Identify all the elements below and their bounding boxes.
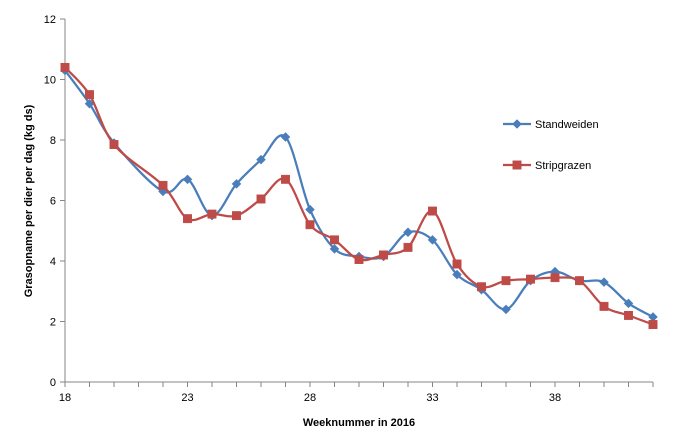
series-standweiden xyxy=(60,65,658,322)
series-line-stripgrazen xyxy=(64,66,654,326)
data-point-standweiden xyxy=(403,227,413,238)
data-point-stripgrazen xyxy=(526,274,535,284)
series-layer xyxy=(60,62,658,329)
data-point-stripgrazen xyxy=(599,301,609,311)
y-tick-label: 8 xyxy=(50,135,56,147)
data-point-stripgrazen xyxy=(256,194,266,204)
data-point-standweiden xyxy=(599,277,609,288)
data-point-stripgrazen xyxy=(354,255,364,264)
data-point-stripgrazen xyxy=(85,90,94,100)
data-point-standweiden xyxy=(427,234,438,245)
y-tick-label: 10 xyxy=(44,75,56,87)
x-axis-title: Weeknummer in 2016 xyxy=(303,417,415,429)
series-line-standweiden xyxy=(64,69,654,318)
data-point-standweiden xyxy=(305,204,315,215)
data-point-stripgrazen xyxy=(403,242,413,252)
y-tick-label: 0 xyxy=(50,377,56,389)
legend-label-stripgrazen: Stripgrazen xyxy=(535,160,591,172)
data-point-standweiden xyxy=(623,298,634,309)
series-stripgrazen xyxy=(60,62,658,329)
data-point-stripgrazen xyxy=(624,311,633,320)
y-tick-label: 4 xyxy=(50,256,56,268)
legend-marker-standweiden xyxy=(512,119,522,129)
data-point-stripgrazen xyxy=(330,235,339,245)
legend: Standweiden Stripgrazen xyxy=(503,119,599,172)
data-point-stripgrazen xyxy=(575,276,584,286)
data-point-standweiden xyxy=(256,154,266,165)
data-point-stripgrazen xyxy=(477,282,486,292)
legend-entry-standweiden: Standweiden xyxy=(503,119,599,131)
data-point-standweiden xyxy=(452,269,462,280)
axes: 0 2 4 6 8 10 12 18 23 28 33 38 xyxy=(44,14,654,404)
data-point-stripgrazen xyxy=(648,320,658,329)
legend-entry-stripgrazen: Stripgrazen xyxy=(503,160,591,172)
x-tick-label: 33 xyxy=(426,392,438,404)
data-point-standweiden xyxy=(329,244,340,254)
y-axis-title: Grasopname per dier per dag (kg ds) xyxy=(23,104,35,297)
y-tick-label: 2 xyxy=(50,317,56,329)
data-point-standweiden xyxy=(231,179,242,189)
x-tick-label: 23 xyxy=(181,392,193,404)
y-tick-label: 6 xyxy=(50,196,56,208)
data-point-stripgrazen xyxy=(109,140,119,149)
data-point-standweiden xyxy=(280,132,291,142)
x-tick-label: 38 xyxy=(549,392,561,404)
data-point-stripgrazen xyxy=(452,259,462,269)
data-point-stripgrazen xyxy=(428,206,437,216)
x-tick-label: 28 xyxy=(304,392,316,404)
data-point-stripgrazen xyxy=(379,250,388,260)
legend-marker-stripgrazen xyxy=(512,160,522,170)
data-point-standweiden xyxy=(501,304,511,315)
data-point-standweiden xyxy=(182,174,193,185)
legend-label-standweiden: Standweiden xyxy=(535,119,599,131)
data-point-stripgrazen xyxy=(550,273,560,283)
x-tick-label: 18 xyxy=(59,392,71,404)
data-point-stripgrazen xyxy=(281,174,290,184)
data-point-stripgrazen xyxy=(158,180,168,190)
data-point-stripgrazen xyxy=(232,211,241,221)
data-point-stripgrazen xyxy=(207,209,217,219)
data-point-stripgrazen xyxy=(60,62,70,72)
y-tick-label: 12 xyxy=(44,14,56,26)
data-point-stripgrazen xyxy=(183,214,192,224)
data-point-stripgrazen xyxy=(305,220,315,230)
data-point-stripgrazen xyxy=(501,276,511,286)
